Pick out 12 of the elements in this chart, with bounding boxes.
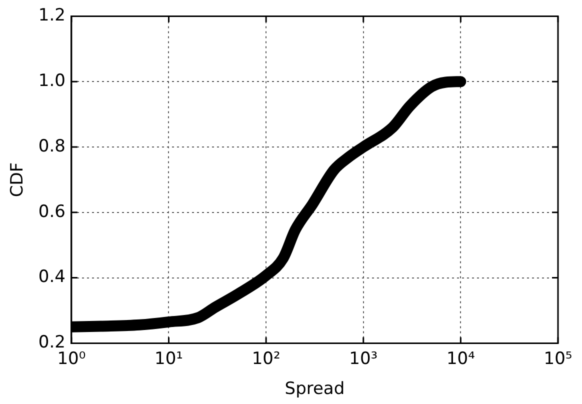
- y-tick-label: 1.0: [38, 71, 66, 92]
- x-tick-label: 10³: [349, 348, 378, 369]
- y-tick-label: 1.2: [38, 6, 66, 26]
- y-tick-label: 0.4: [38, 267, 66, 288]
- x-tick-label: 10²: [252, 348, 280, 369]
- y-tick-label: 0.8: [38, 136, 66, 156]
- y-axis-title: CDF: [8, 162, 28, 198]
- x-tick-label: 10⁴: [446, 348, 476, 369]
- x-tick-label: 10¹: [154, 348, 183, 369]
- x-tick-label: 10⁵: [544, 348, 572, 369]
- x-axis-title: Spread: [284, 379, 345, 400]
- y-tick-label: 0.6: [38, 202, 66, 222]
